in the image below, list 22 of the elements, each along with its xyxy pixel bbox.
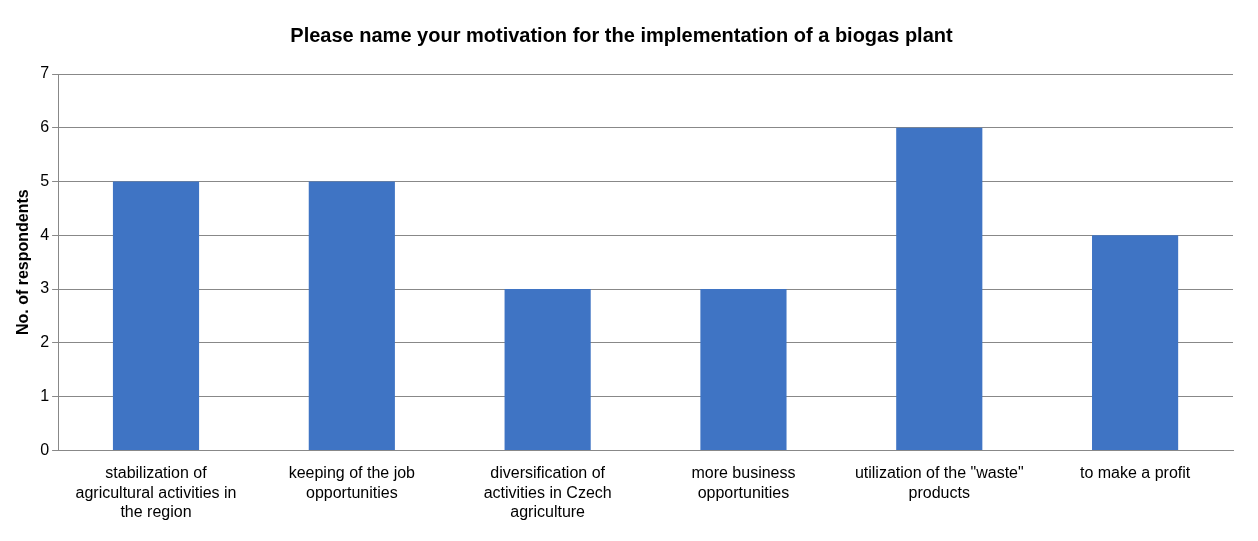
x-tick-label: diversification of activities in Czech agriculture xyxy=(483,464,612,520)
x-tick-label: keeping of the job opportunities xyxy=(288,464,416,501)
chart-title: Please name your motivation for the implementation of a biogas plant xyxy=(290,23,953,46)
x-tick-label: utilization of the "waste" products xyxy=(854,464,1024,501)
bar xyxy=(896,127,983,450)
x-tick-label: to make a profit xyxy=(1079,464,1191,482)
x-tick-label: stabilization of agricultural activities in the region xyxy=(75,464,237,520)
bar xyxy=(700,289,787,450)
y-tick-label: 6 xyxy=(40,118,50,136)
bar xyxy=(308,181,395,450)
y-tick-label: 0 xyxy=(40,440,50,458)
y-tick-label: 7 xyxy=(40,64,50,82)
y-tick-label: 5 xyxy=(40,171,50,189)
y-axis-title: No. of respondents xyxy=(14,189,32,336)
y-tick-label: 3 xyxy=(40,279,50,297)
y-tick-label: 2 xyxy=(40,333,50,351)
x-tick-label: more business opportunities xyxy=(691,464,796,501)
bar xyxy=(1092,235,1179,450)
y-tick-label: 1 xyxy=(40,387,50,405)
bar xyxy=(112,181,200,450)
y-tick-label: 4 xyxy=(40,225,50,243)
bar xyxy=(504,289,591,450)
